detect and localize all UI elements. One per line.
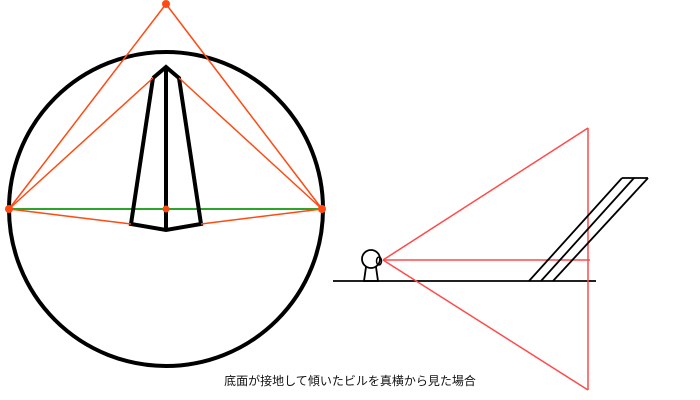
observer-figure — [361, 249, 383, 282]
vanishing-point-right — [318, 205, 326, 213]
side-view-figure — [333, 127, 649, 391]
observer-eye — [375, 256, 383, 266]
diagram-caption: 底面が接地して傾いたビルを真横から見た場合 — [224, 374, 476, 388]
observer-body — [362, 266, 380, 282]
observer-head — [361, 249, 381, 269]
tilted-building — [528, 177, 649, 282]
center-point — [162, 205, 170, 213]
sightline-left-top — [8, 3, 167, 210]
vanishing-point-left — [5, 205, 13, 213]
view-ray-bottom — [382, 259, 589, 391]
view-ray-top — [382, 127, 589, 261]
sightline-left-eave — [8, 77, 154, 210]
sightline-left-base — [8, 208, 132, 225]
sightline-right-eave — [178, 77, 323, 210]
building-middle-edge — [540, 177, 635, 282]
sightline-right-base — [200, 208, 323, 225]
view-circle-figure — [5, 0, 326, 368]
vanishing-point-top — [162, 0, 170, 8]
building-back-edge — [528, 177, 623, 282]
building-front-edge — [552, 177, 649, 282]
sightline-right-top — [165, 3, 323, 210]
